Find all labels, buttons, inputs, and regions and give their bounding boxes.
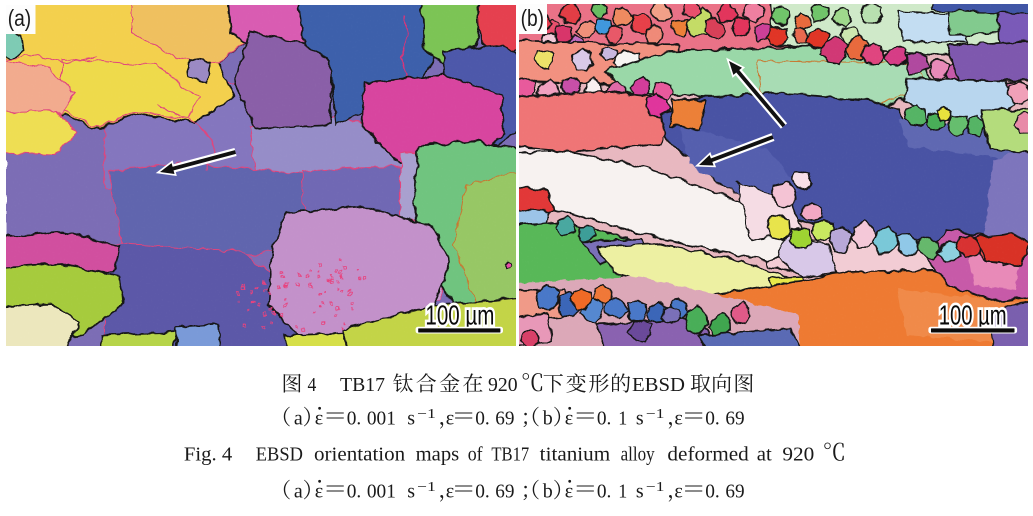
svg-text:0.: 0. xyxy=(475,481,490,503)
svg-text:0.: 0. xyxy=(597,408,612,430)
svg-text:0.: 0. xyxy=(705,408,720,430)
svg-text:orientation: orientation xyxy=(314,445,405,466)
svg-text:titanium: titanium xyxy=(540,445,611,466)
svg-text:Fig. 4: Fig. 4 xyxy=(184,445,233,466)
svg-text:maps: maps xyxy=(416,445,460,466)
svg-text:TB17: TB17 xyxy=(340,374,385,396)
svg-text:001: 001 xyxy=(367,481,396,503)
svg-text:EBSD: EBSD xyxy=(632,374,685,396)
svg-text:s: s xyxy=(407,481,415,503)
svg-text:ε: ε xyxy=(565,408,573,430)
svg-text:100 µm: 100 µm xyxy=(425,300,494,331)
svg-text:of: of xyxy=(468,445,483,466)
svg-text:alloy: alloy xyxy=(621,445,655,466)
svg-text:s: s xyxy=(636,408,644,430)
svg-text:ε: ε xyxy=(565,481,573,503)
svg-text:1: 1 xyxy=(618,481,627,503)
svg-text:ε: ε xyxy=(315,408,323,430)
svg-text:TB17: TB17 xyxy=(491,445,529,466)
svg-text:at: at xyxy=(757,445,773,466)
svg-text:−1: −1 xyxy=(417,480,436,495)
svg-text:0.: 0. xyxy=(347,408,362,430)
svg-text:b: b xyxy=(543,481,553,503)
svg-text:a: a xyxy=(294,408,303,430)
svg-text:ε: ε xyxy=(315,481,323,503)
svg-text:69: 69 xyxy=(725,481,744,503)
svg-text:4: 4 xyxy=(308,374,317,396)
svg-text:001: 001 xyxy=(367,408,396,430)
svg-text:deformed: deformed xyxy=(667,445,749,466)
svg-text:ε: ε xyxy=(446,408,454,430)
svg-text:69: 69 xyxy=(495,481,514,503)
svg-text:69: 69 xyxy=(725,408,744,430)
svg-text:s: s xyxy=(407,408,415,430)
svg-text:0.: 0. xyxy=(705,481,720,503)
svg-text:ε: ε xyxy=(674,481,682,503)
svg-text:920: 920 xyxy=(782,445,814,466)
svg-text:EBSD: EBSD xyxy=(256,445,303,466)
svg-text:s: s xyxy=(636,481,644,503)
svg-text:920: 920 xyxy=(488,374,518,396)
svg-text:(a): (a) xyxy=(8,5,32,31)
svg-text:b: b xyxy=(543,408,553,430)
svg-text:−1: −1 xyxy=(646,480,665,495)
svg-text:69: 69 xyxy=(495,408,514,430)
svg-text:ε: ε xyxy=(446,481,454,503)
svg-text:a: a xyxy=(294,481,303,503)
svg-text:0.: 0. xyxy=(597,481,612,503)
svg-text:(b): (b) xyxy=(521,5,545,31)
svg-text:0.: 0. xyxy=(347,481,362,503)
svg-text:100 µm: 100 µm xyxy=(939,300,1007,331)
svg-text:−1: −1 xyxy=(646,407,665,422)
svg-text:ε: ε xyxy=(674,408,682,430)
svg-text:−1: −1 xyxy=(417,407,436,422)
svg-text:0.: 0. xyxy=(475,408,490,430)
svg-text:1: 1 xyxy=(618,408,627,430)
